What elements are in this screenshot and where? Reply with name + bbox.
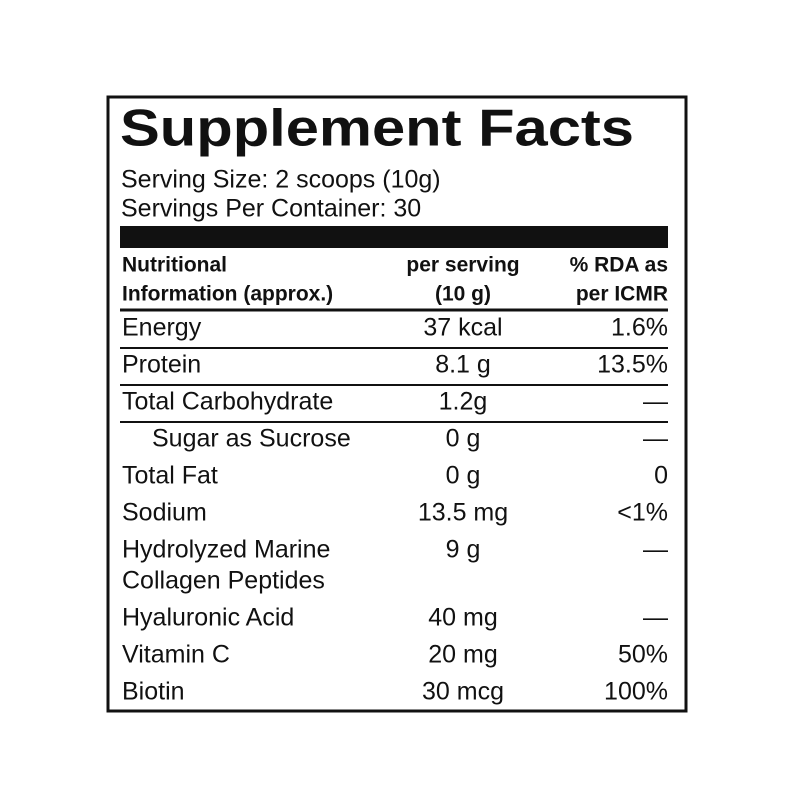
amount: 40 mg [428, 604, 497, 632]
nutrient-name: Sugar as Sucrose [152, 425, 351, 453]
serving-size: Serving Size: 2 scoops (10g) [121, 166, 441, 194]
rda: <1% [617, 499, 668, 527]
header-cell: % RDA as [570, 254, 668, 277]
nutrient-name: Collagen Peptides [122, 567, 325, 595]
nutrient-name: Vitamin C [122, 641, 230, 669]
amount: 0 g [446, 425, 481, 453]
nutrient-name: Energy [122, 314, 202, 342]
amount: 20 mg [428, 641, 497, 669]
nutrient-name: Total Fat [122, 462, 218, 490]
rda: — [643, 388, 668, 416]
nutrient-name: Sodium [122, 499, 207, 527]
rda: — [643, 604, 668, 632]
servings-per-container: Servings Per Container: 30 [121, 195, 421, 223]
title: Supplement Facts [120, 100, 634, 158]
nutrient-name: Total Carbohydrate [122, 388, 333, 416]
amount: 1.2g [439, 388, 488, 416]
label-border [106, 95, 688, 713]
nutrient-name: Hydrolyzed Marine [122, 536, 330, 564]
nutrient-name: Hyaluronic Acid [122, 604, 294, 632]
amount: 30 mcg [422, 678, 504, 706]
divider-bar [120, 226, 668, 248]
header-cell: Nutritional [122, 254, 227, 277]
rda: 0 [654, 462, 668, 490]
rda: — [643, 536, 668, 564]
header-cell: per ICMR [576, 283, 668, 306]
amount: 37 kcal [423, 314, 502, 342]
rda: 13.5% [597, 351, 668, 379]
nutrient-name: Biotin [122, 678, 185, 706]
amount: 13.5 mg [418, 499, 508, 527]
rda: 100% [604, 678, 668, 706]
header-cell: per serving [406, 254, 519, 277]
amount: 0 g [446, 462, 481, 490]
rda: 1.6% [611, 314, 668, 342]
rda: — [643, 425, 668, 453]
header-cell: Information (approx.) [122, 283, 333, 306]
amount: 9 g [446, 536, 481, 564]
nutrient-name: Protein [122, 351, 201, 379]
amount: 8.1 g [435, 351, 491, 379]
rda: 50% [618, 641, 668, 669]
header-cell: (10 g) [435, 283, 491, 306]
